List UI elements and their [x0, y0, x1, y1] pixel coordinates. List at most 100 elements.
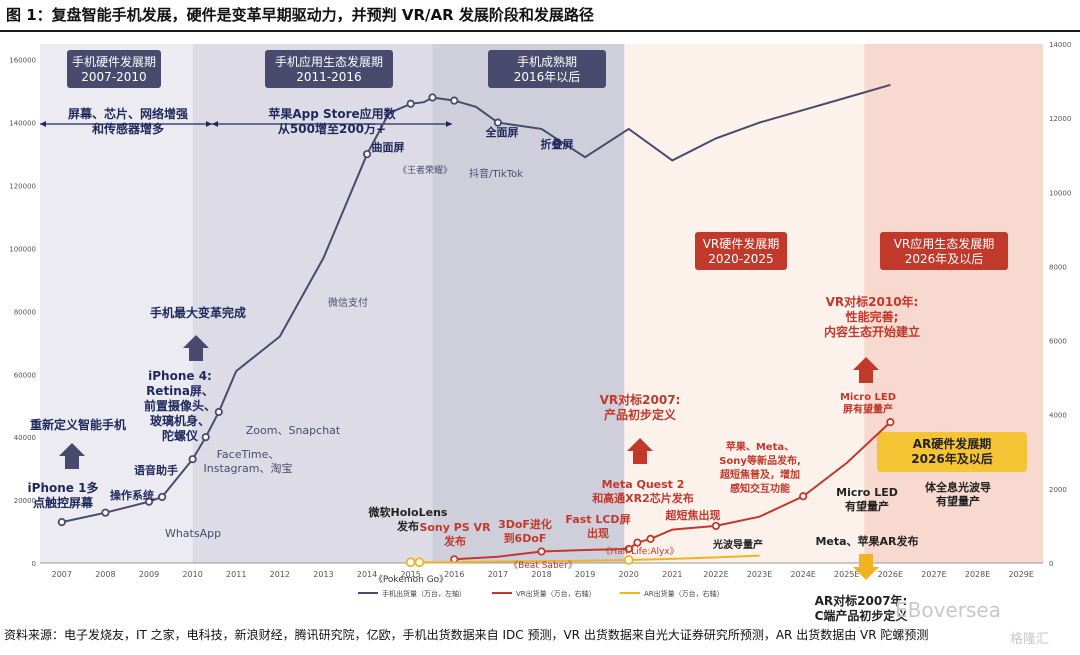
- up-arrow-phone: [183, 335, 209, 361]
- annotation-6: 抖音/TikTok: [469, 167, 523, 180]
- y-right-tick-label: 12000: [1049, 115, 1071, 123]
- y-right-tick-label: 10000: [1049, 189, 1071, 197]
- annotation-20: Fast LCD屏出现: [565, 513, 630, 540]
- series-point: [57, 518, 66, 527]
- hardware-period-arrow-head-left: [40, 121, 46, 127]
- y-left-tick-label: 160000: [9, 57, 36, 65]
- x-tick-label: 2013: [313, 570, 333, 579]
- hardware-period-arrow-head-right: [206, 121, 212, 127]
- watermark: EBoversea: [895, 598, 1001, 622]
- annotation-14: iPhone 1多点触控屏幕: [28, 480, 99, 510]
- up-arrow-vr2007: [627, 438, 653, 464]
- chart: 2007 2008 2009 2010 2011 2012 2013 2014 2015 2016…: [9, 41, 1071, 622]
- series-point: [646, 534, 655, 544]
- annotation-19: 3DoF进化到6DoF: [498, 517, 552, 545]
- annotation-29: VR对标2010年:性能完善;内容生态开始建立: [824, 294, 920, 339]
- series-point: [158, 492, 167, 502]
- series-line-2: [410, 554, 760, 564]
- series-point: [188, 455, 197, 464]
- y-left-tick-label: 0: [32, 560, 36, 568]
- annotation-28: 苹果、Meta、 Sony等新品发布,超短焦普及，增加感知交互功能: [719, 440, 801, 495]
- up-arrow-vr2010: [853, 357, 879, 383]
- series-point: [101, 508, 110, 517]
- annotation-25: Meta Quest 2 和高通XR2芯片发布: [592, 478, 694, 505]
- period-boxes: 手机硬件发展期 2007-2010 手机应用生态发展期 2011-2016 手机成熟期 2…: [67, 50, 1027, 472]
- series-point: [711, 521, 721, 531]
- x-tick-label: 2018: [531, 570, 551, 579]
- period-band-2: [432, 44, 625, 563]
- y-left-tick-label: 100000: [9, 245, 36, 253]
- x-tick-label: 2011: [226, 570, 246, 579]
- x-tick-label: 2022E: [703, 570, 728, 579]
- annotation-17: 微软HoloLens 发布: [368, 505, 448, 533]
- legend: 手机出货量（万台，左轴） VR出货量（万台，右轴） AR出货量（万台，右轴）: [358, 589, 724, 598]
- series-point: [624, 544, 633, 554]
- x-tick-label: 2014: [357, 570, 377, 579]
- annotation-11: FaceTime、 Instagram、淘宝: [204, 448, 293, 475]
- x-tick-label: 2015: [400, 570, 420, 579]
- annotation-27: 光波导量产: [712, 538, 763, 551]
- series-line-0: [61, 83, 891, 524]
- legend-label-2: AR出货量（万台，右轴）: [644, 589, 724, 598]
- series-point: [362, 149, 372, 159]
- annotation-12: 重新定义智能手机: [30, 417, 126, 432]
- x-tick-label: 2021: [662, 570, 682, 579]
- x-tick-label: 2009: [139, 570, 159, 579]
- annotation-18: Sony PS VR 发布: [419, 521, 491, 548]
- period-band-4: [864, 44, 1043, 563]
- x-tick-label: 2019: [575, 570, 595, 579]
- series-lines: [57, 83, 895, 568]
- period-label-1: 手机应用生态发展期 2011-2016: [275, 54, 383, 84]
- y-left-tick-label: 40000: [14, 434, 36, 442]
- y-right-tick-label: 4000: [1049, 412, 1067, 420]
- ecosystem-period-arrow-head-right: [446, 121, 452, 127]
- x-tick-label: 2026E: [878, 570, 903, 579]
- x-tick-label: 2016: [444, 570, 464, 579]
- title-divider: [0, 30, 1080, 32]
- ar-period-box: [877, 432, 1027, 472]
- y-right-tick-label: 6000: [1049, 338, 1067, 346]
- period-band-1: [192, 44, 433, 563]
- x-tick-label: 2023E: [747, 570, 772, 579]
- period-label-box-2: [488, 50, 606, 88]
- y-left-tick-label: 120000: [9, 183, 36, 191]
- period-label-2: 手机成熟期 2016年以后: [514, 54, 581, 84]
- x-tick-label: 2028E: [965, 570, 990, 579]
- annotation-2: 曲面屏: [372, 140, 405, 154]
- period-band-3: [624, 44, 865, 563]
- legend-label-0: 手机出货量（万台，左轴）: [382, 589, 466, 598]
- annotation-35: AR对标2007年: C端产品初步定义: [815, 593, 909, 622]
- annotation-33: 体全息光波导有望量产: [925, 480, 991, 508]
- x-tick-label: 2020: [619, 570, 639, 579]
- y-right-tick-label: 8000: [1049, 263, 1067, 271]
- annotation-8: 手机最大变革完成: [150, 305, 246, 320]
- y-left-tick-label: 80000: [14, 308, 36, 316]
- watermark-brand: 格隆汇: [1010, 632, 1050, 647]
- series-point: [414, 557, 425, 568]
- down-arrow-ar: [853, 554, 879, 580]
- series-point: [633, 538, 642, 547]
- period-bands: [40, 44, 1043, 563]
- annotation-32: Micro LED 有望量产: [836, 486, 898, 513]
- period-label-box-4: [880, 232, 1008, 270]
- axes: 2007 2008 2009 2010 2011 2012 2013 2014 2015 2016…: [9, 41, 1071, 579]
- y-left-tick-label: 140000: [9, 120, 36, 128]
- period-band-0: [40, 44, 193, 563]
- x-tick-label: 2017: [488, 570, 508, 579]
- annotations: 屏幕、芯片、网络增强和传感器增多 苹果App Store应用数从500增至200万…: [28, 106, 993, 622]
- series-point: [428, 93, 437, 102]
- y-right-tick-label: 0: [1049, 560, 1053, 568]
- annotation-34: Meta、苹果AR发布: [815, 534, 918, 548]
- y-right-tick-label: 2000: [1049, 486, 1067, 494]
- annotation-24: VR对标2007:产品初步定义: [600, 392, 681, 422]
- annotation-7: 微信支付: [328, 296, 368, 309]
- x-tick-label: 2008: [95, 570, 115, 579]
- y-left-tick-label: 60000: [14, 371, 36, 379]
- arrows: [40, 121, 879, 580]
- page-title: 图 1：复盘智能手机发展，硬件是变革早期驱动力，并预判 VR/AR 发展阶段和发…: [6, 6, 594, 24]
- period-label-box-0: [67, 50, 161, 88]
- annotation-23: 《Half-Life:Alyx》: [601, 546, 678, 557]
- series-point: [405, 557, 416, 568]
- series-point: [201, 433, 210, 442]
- series-point: [144, 497, 154, 506]
